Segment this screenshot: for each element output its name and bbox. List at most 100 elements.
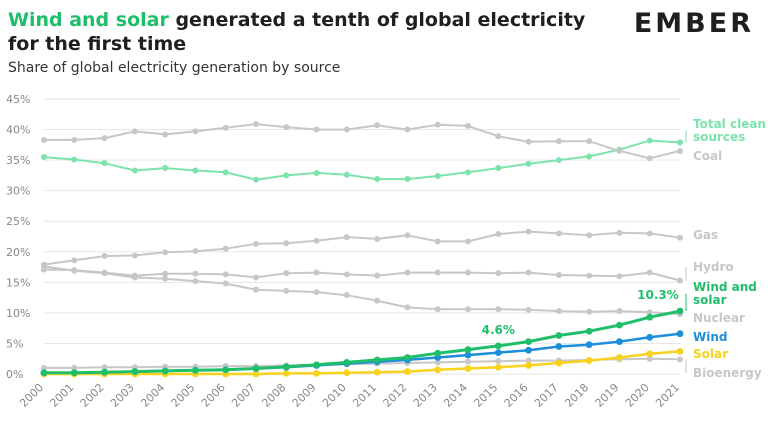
series-label-bioenergy: Bioenergy <box>693 366 762 380</box>
point-total-clean-sources <box>374 176 381 183</box>
point-hydro <box>586 272 593 279</box>
point-nuclear <box>646 309 653 316</box>
x-tick-label: 2006 <box>199 381 228 410</box>
point-solar <box>616 354 623 361</box>
point-coal <box>283 124 290 131</box>
point-coal <box>434 121 441 128</box>
point-nuclear <box>616 308 623 315</box>
x-tick-label: 2014 <box>441 381 470 410</box>
point-solar <box>525 362 532 369</box>
point-solar <box>252 370 260 378</box>
point-bioenergy <box>41 364 47 371</box>
point-coal <box>71 136 78 143</box>
data-label-wind-and-solar-2021: 10.3% <box>637 288 679 302</box>
point-wind-and-solar <box>282 363 290 371</box>
point-bioenergy <box>646 355 653 362</box>
point-nuclear <box>434 306 441 313</box>
point-coal <box>616 147 623 154</box>
point-nuclear <box>41 263 47 270</box>
point-bioenergy <box>101 364 108 371</box>
point-hydro <box>677 277 683 284</box>
point-hydro <box>434 269 441 276</box>
point-coal <box>677 147 683 154</box>
point-hydro <box>555 272 562 278</box>
point-wind <box>464 351 472 359</box>
point-wind <box>555 343 563 350</box>
point-coal <box>374 122 381 129</box>
point-coal <box>192 128 199 135</box>
point-hydro <box>222 271 229 278</box>
point-wind-and-solar <box>616 321 623 329</box>
point-coal <box>343 126 350 133</box>
point-gas <box>434 238 441 245</box>
ember-logo: EMBER <box>633 8 754 39</box>
point-bioenergy <box>495 358 502 365</box>
y-tick-label: 35% <box>6 154 30 167</box>
point-hydro <box>313 269 320 276</box>
x-tick-label: 2016 <box>502 381 531 410</box>
point-nuclear <box>555 308 562 315</box>
series-line-coal <box>44 123 681 160</box>
chart-title-highlight: Wind and solar <box>8 9 169 31</box>
y-tick-label: 25% <box>6 215 30 228</box>
y-tick-label: 10% <box>6 307 30 320</box>
point-wind-and-solar <box>373 356 381 364</box>
point-hydro <box>495 270 502 277</box>
point-coal <box>162 131 169 138</box>
series-label-coal: Coal <box>693 149 722 163</box>
x-tick-label: 2012 <box>381 381 410 410</box>
point-coal <box>222 124 229 131</box>
point-solar <box>282 369 290 377</box>
point-nuclear <box>131 274 138 281</box>
point-wind-and-solar <box>676 307 684 315</box>
point-hydro <box>192 270 199 277</box>
y-tick-label: 20% <box>6 246 30 259</box>
point-gas <box>283 240 290 247</box>
point-wind-and-solar <box>343 358 351 366</box>
series-label-solar: Solar <box>693 347 728 361</box>
point-wind <box>646 333 654 341</box>
point-hydro <box>525 269 532 276</box>
point-gas <box>646 230 653 237</box>
point-nuclear <box>313 289 320 296</box>
point-total-clean-sources <box>162 165 169 172</box>
point-total-clean-sources <box>525 160 532 167</box>
point-total-clean-sources <box>404 176 411 183</box>
point-total-clean-sources <box>343 171 350 178</box>
x-tick-label: 2003 <box>108 381 137 410</box>
point-coal <box>41 136 47 143</box>
point-wind <box>616 338 623 346</box>
x-tick-label: 2010 <box>320 381 349 410</box>
point-solar <box>343 369 351 377</box>
point-solar <box>494 363 502 371</box>
point-hydro <box>253 274 259 281</box>
y-tick-label: 15% <box>6 276 30 289</box>
point-gas <box>162 249 169 256</box>
point-total-clean-sources <box>677 139 683 146</box>
data-label-wind-and-solar-2015: 4.6% <box>482 323 515 337</box>
series-label-hydro: Hydro <box>693 260 734 274</box>
y-tick-label: 45% <box>6 93 30 106</box>
point-nuclear <box>162 275 169 282</box>
point-gas <box>495 231 502 238</box>
point-wind <box>494 349 502 357</box>
point-wind-and-solar <box>585 327 593 335</box>
point-wind-and-solar <box>494 342 502 350</box>
point-total-clean-sources <box>253 176 259 183</box>
series-line-solar <box>44 350 681 376</box>
point-solar <box>464 365 472 372</box>
point-gas <box>616 229 623 236</box>
point-wind-and-solar <box>161 367 169 375</box>
point-wind <box>585 341 593 349</box>
chart-title: Wind and solar generated a tenth of glob… <box>8 8 608 56</box>
point-coal <box>253 121 259 128</box>
point-gas <box>374 235 381 242</box>
series-line-total-clean-sources <box>43 139 681 181</box>
point-total-clean-sources <box>71 156 78 163</box>
series-label-gas: Gas <box>693 228 718 242</box>
point-nuclear <box>465 306 471 313</box>
point-gas <box>222 245 229 252</box>
point-wind-and-solar <box>464 346 472 353</box>
point-nuclear <box>343 292 350 299</box>
point-solar <box>313 369 320 377</box>
